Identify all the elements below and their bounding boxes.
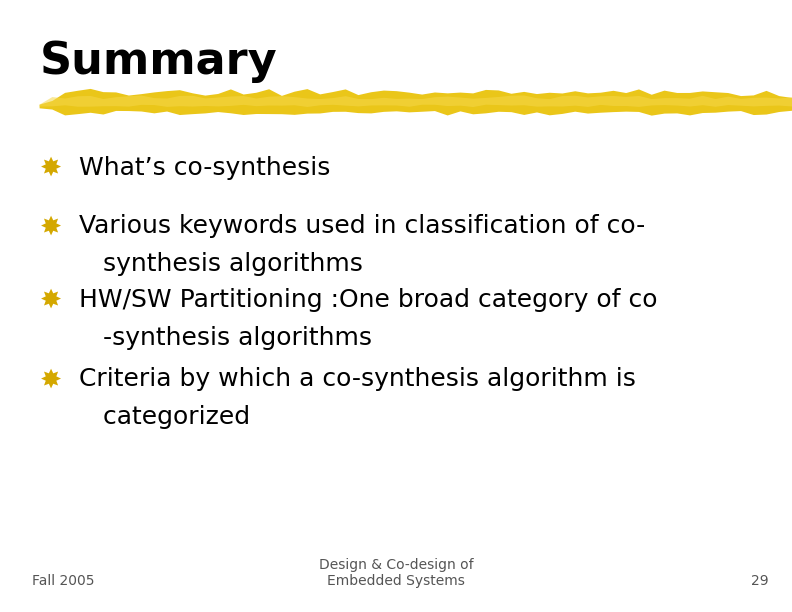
Text: ✸: ✸ [40,288,62,313]
Text: -synthesis algorithms: -synthesis algorithms [79,326,372,349]
Text: categorized: categorized [79,405,250,429]
Text: synthesis algorithms: synthesis algorithms [79,252,363,276]
Text: HW/SW Partitioning :One broad category of co: HW/SW Partitioning :One broad category o… [79,288,657,312]
Text: Fall 2005: Fall 2005 [32,573,94,588]
Text: ✸: ✸ [40,367,62,393]
Text: Embedded Systems: Embedded Systems [327,573,465,588]
Text: Criteria by which a co-synthesis algorithm is: Criteria by which a co-synthesis algorit… [79,367,636,391]
Text: What’s co-synthesis: What’s co-synthesis [79,156,330,180]
Text: ✸: ✸ [40,214,62,240]
Text: Various keywords used in classification of co-: Various keywords used in classification … [79,214,645,238]
Polygon shape [40,89,792,116]
Text: ✸: ✸ [40,156,62,182]
Text: Design & Co-design of: Design & Co-design of [318,558,474,572]
Text: 29: 29 [751,573,768,588]
Polygon shape [40,95,792,107]
Text: Summary: Summary [40,40,277,83]
